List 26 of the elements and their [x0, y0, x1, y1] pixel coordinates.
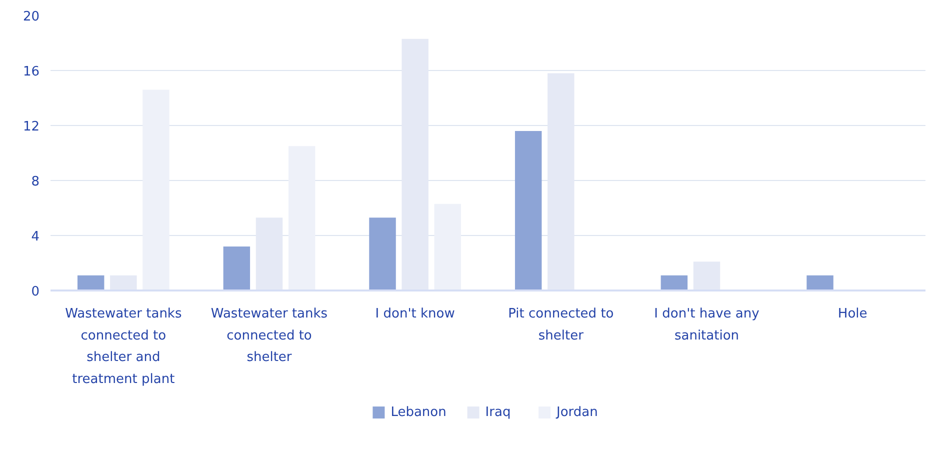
- bar: [660, 275, 688, 290]
- bar: [514, 131, 542, 290]
- x-tick-label: Pit connected to shelter: [508, 306, 614, 344]
- x-tick-label: Wastewater tanks connected to shelter: [210, 306, 328, 365]
- x-tick-label: Wastewater tanks connected to shelter and treatment plant: [65, 306, 182, 387]
- y-tick-label: 4: [31, 230, 40, 244]
- bar: [369, 218, 396, 290]
- bar: [806, 275, 834, 290]
- y-tick-label: 8: [31, 174, 40, 190]
- legend-label: Iraq: [485, 405, 511, 420]
- x-tick-label: I don't know: [375, 306, 456, 322]
- x-tick-label: I don't have any sanitation: [654, 306, 760, 344]
- legend-label: Lebanon: [390, 405, 446, 420]
- bar: [77, 275, 104, 290]
- y-tick-label: 16: [22, 64, 40, 80]
- bar: [693, 262, 720, 290]
- bar: [223, 246, 250, 290]
- bar: [288, 146, 316, 290]
- bar: [142, 90, 170, 290]
- bar: [110, 275, 137, 290]
- legend-label: Jordan: [556, 405, 598, 420]
- y-tick-label: 20: [22, 10, 40, 24]
- y-tick-label: 0: [31, 284, 40, 300]
- y-tick-label: 12: [22, 120, 40, 134]
- bar: [434, 204, 462, 290]
- x-tick-label: Hole: [838, 306, 868, 322]
